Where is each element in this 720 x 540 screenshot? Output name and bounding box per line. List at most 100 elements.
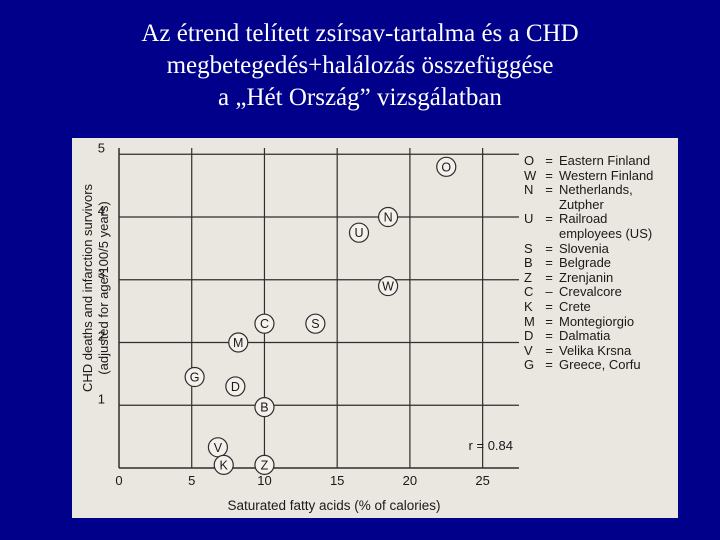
legend-separator: = [545, 211, 553, 227]
legend-separator: = [545, 357, 553, 373]
chart-legend: O = Eastern Finland W = Western Finland N = Neth… [524, 153, 654, 373]
legend-item-D: D = Dalmatia [524, 329, 653, 344]
data-point-M [228, 332, 249, 353]
y-tick-label: 1 [98, 391, 105, 406]
legend-text: Crete [559, 298, 591, 314]
data-label-W: W [382, 280, 394, 294]
title-line-2: megbetegedés+halálozás összefüggése [166, 52, 554, 79]
y-tick-label: 2 [98, 329, 105, 344]
x-tick-label: 25 [475, 473, 489, 488]
x-tick-label: 15 [330, 473, 344, 488]
y-tick-label: 3 [98, 266, 105, 281]
legend-item-S: S = Slovenia [524, 240, 653, 257]
legend-code: U [524, 211, 534, 227]
legend-text: Dalmatia [559, 328, 611, 344]
x-tick-label: 20 [403, 473, 417, 488]
slide-title: Az étrend telített zsírsav-tartalma és a… [0, 18, 720, 114]
legend-item-U: employees (US) [524, 225, 653, 242]
legend-separator: = [545, 342, 553, 358]
y-axis-label-line-1: CHD deaths and infarction survivors [80, 183, 95, 392]
data-point-W [377, 275, 399, 297]
legend-separator: = [545, 298, 553, 314]
legend-item-C: C – Crevalcore [524, 285, 653, 300]
legend-text: Greece, Corfu [559, 357, 641, 373]
legend-code: G [524, 357, 535, 373]
legend-item-U: U = Railroad [524, 212, 653, 227]
legend-code: V [524, 342, 533, 358]
data-label-G: G [190, 371, 200, 385]
title-line-3: a „Hét Ország” vizsgálatban [218, 84, 502, 111]
data-point-S [305, 313, 326, 334]
legend-text: Montegiorgio [559, 313, 635, 329]
data-label-N: N [384, 211, 393, 225]
x-axis-label: Saturated fatty acids (% of calories) [227, 498, 440, 513]
legend-code: B [524, 255, 533, 271]
y-tick-label: 4 [98, 203, 105, 218]
legend-item-O: O = Eastern Finland [524, 153, 653, 169]
scatter-chart: 0 5 10 15 20 25 1 2 3 4 5 Saturated fatty acids (% … [80, 140, 519, 513]
legend-item-K: K = Crete [524, 298, 653, 315]
legend-code: O [524, 153, 535, 168]
legend-item-Z: Z = Zrenjanin [524, 269, 653, 286]
y-tick-label: 5 [98, 140, 105, 155]
legend-item-M: M = Montegiorgio [524, 313, 653, 330]
data-label-B: B [260, 401, 268, 415]
data-label-O: O [441, 160, 451, 174]
legend-separator: = [545, 153, 553, 168]
legend-item-W: W = Western Finland [524, 167, 654, 184]
legend-separator: – [545, 284, 553, 300]
data-label-M: M [233, 336, 243, 350]
legend-text-continued: employees (US) [559, 225, 653, 241]
legend-item-V: V = Velika Krsna [524, 342, 653, 359]
data-point-D [225, 376, 246, 397]
x-tick-label: 10 [257, 473, 271, 488]
data-label-Z: Z [261, 458, 269, 472]
data-point-Z [254, 454, 275, 475]
legend-code: M [524, 313, 535, 329]
data-label-K: K [220, 458, 229, 472]
legend-text: Railroad [559, 211, 608, 227]
y-axis-label-line-2: (adjusted for age/100/5 years) [96, 201, 111, 374]
data-label-U: U [354, 226, 363, 240]
legend-text: Belgrade [559, 255, 612, 271]
legend-code: W [524, 167, 537, 183]
data-label-S: S [311, 317, 319, 331]
data-label-D: D [231, 380, 240, 394]
legend-item-G: G = Greece, Corfu [524, 358, 653, 373]
correlation-annotation: r = 0.84 [469, 438, 513, 453]
data-label-C: C [260, 317, 269, 331]
legend-text: Velika Krsna [559, 342, 632, 358]
legend-text-continued: Zutpher [559, 196, 604, 212]
legend-text: Netherlands, [559, 182, 633, 198]
legend-code: K [524, 298, 533, 314]
data-point-N [377, 206, 399, 228]
x-tick-label: 5 [188, 473, 195, 488]
legend-separator: = [545, 167, 553, 183]
legend-text: Eastern Finland [559, 153, 651, 168]
legend-text: Western Finland [559, 167, 654, 183]
data-point-K [213, 454, 234, 475]
legend-text: Slovenia [559, 240, 609, 256]
legend-item-N: Zutpher [524, 196, 653, 213]
legend-separator: = [545, 269, 553, 285]
legend-item-B: B = Belgrade [524, 256, 653, 271]
data-point-C [254, 313, 275, 334]
chart-figure: 0 5 10 15 20 25 1 2 3 4 5 Saturated fatty acids (% … [72, 138, 678, 518]
title-line-1: Az étrend telített zsírsav-tartalma és a… [141, 20, 579, 47]
data-label-V: V [214, 441, 223, 455]
legend-text: Crevalcore [559, 284, 622, 300]
legend-text: Zrenjanin [559, 269, 614, 285]
legend-separator: = [545, 255, 553, 271]
legend-item-N: N = Netherlands, [524, 183, 653, 198]
data-point-O [436, 156, 457, 177]
legend-separator: = [545, 182, 553, 198]
data-point-B [254, 397, 275, 418]
legend-code: S [524, 240, 533, 256]
data-point-U [348, 222, 370, 243]
legend-separator: = [545, 313, 553, 329]
legend-separator: = [545, 240, 553, 256]
legend-code: D [524, 328, 534, 344]
legend-separator: = [545, 328, 553, 344]
legend-code: C [524, 284, 534, 300]
legend-code: N [524, 182, 534, 198]
